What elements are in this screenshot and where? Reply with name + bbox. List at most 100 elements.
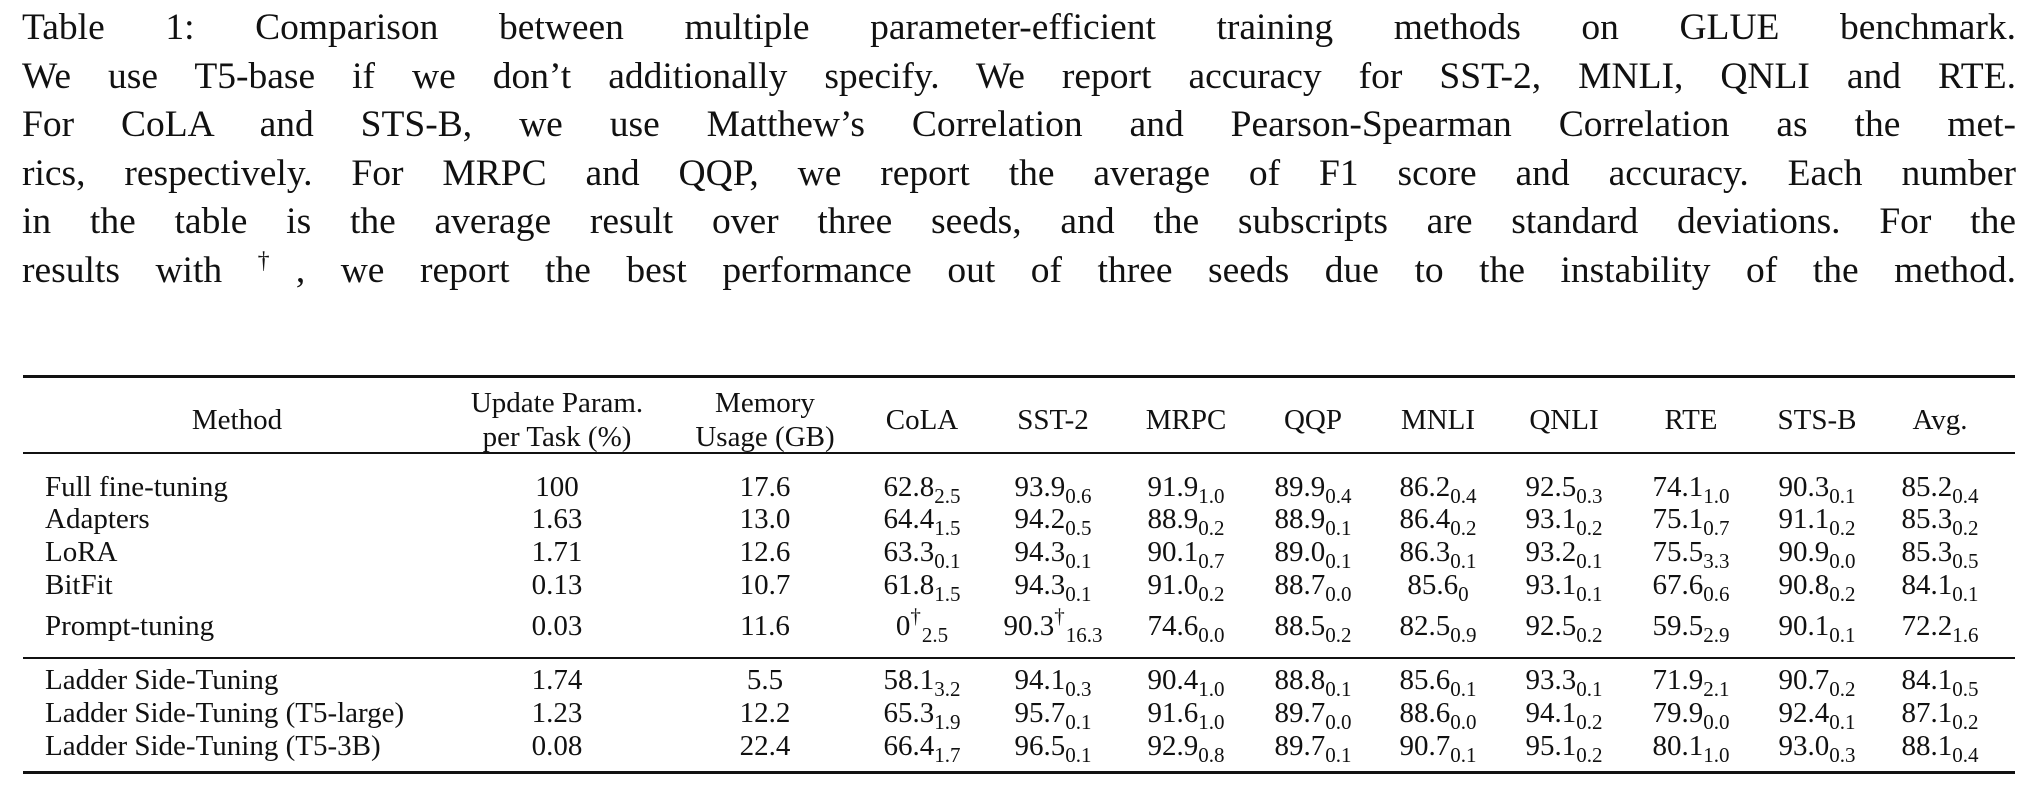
column-header: CoLA [886,403,959,437]
score-value: 84.1 [1901,664,1953,696]
score-value: 59.5 [1652,610,1704,642]
std-dev: 3.3 [1703,549,1730,573]
score-cell: 91.10.2 [1779,503,1856,539]
std-dev: 0.2 [1198,582,1225,606]
std-dev: 1.5 [934,516,961,540]
score-value: 74.1 [1652,471,1704,503]
score-cell: 89.70.0 [1274,697,1352,733]
score-cell: 93.10.2 [1526,503,1603,539]
score-value: 71.9 [1652,664,1704,696]
caption-line: We use T5-base if we don’t additionally … [22,55,2016,97]
memory-usage-value: 5.5 [746,664,784,696]
score-value: 90.3 [1778,471,1830,503]
score-cell: 88.90.2 [1148,503,1225,539]
std-dev: 0.2 [1576,516,1603,540]
score-value: 85.6 [1399,664,1451,696]
score-cell: 93.20.1 [1526,536,1603,572]
score-cell: 75.53.3 [1652,536,1730,572]
std-dev: 0.9 [1450,623,1477,647]
caption-line: Table 1: Comparison between multiple par… [22,7,2016,48]
std-dev: 0.6 [1703,582,1730,606]
method-name: Ladder Side-Tuning (T5-3B) [45,730,381,762]
score-cell: 90.41.0 [1148,664,1225,700]
update-param-value: 100 [535,471,579,503]
std-dev: 0.2 [1829,516,1856,540]
std-dev: 0.0 [1198,623,1225,647]
header-line: RTE [1664,404,1718,436]
score-value: 74.6 [1147,610,1199,642]
score-value: 90.1 [1147,536,1199,568]
score-value: 86.4 [1399,503,1451,535]
column-header: RTE [1664,403,1717,437]
method-name: Prompt-tuning [45,610,215,642]
std-dev: 0.0 [1450,710,1477,734]
score-value: 93.0 [1778,730,1830,762]
score-cell: 85.30.5 [1902,536,1979,572]
method-name: Full fine-tuning [45,471,228,503]
score-value: 61.8 [883,569,935,601]
std-dev: 0.1 [1325,549,1352,573]
score-cell: 0†2.5 [895,606,948,646]
column-header: QQP [1284,403,1342,437]
score-value: 75.5 [1652,536,1704,568]
score-cell: 93.30.1 [1526,664,1603,700]
score-value: 85.2 [1901,471,1953,503]
caption-line: in the table is the average result over … [22,201,2016,242]
score-cell: 88.90.1 [1274,503,1352,539]
score-value: 84.1 [1901,569,1953,601]
update-param-value: 0.13 [531,569,583,601]
score-value: 89.7 [1274,697,1326,729]
score-cell: 90.10.7 [1147,536,1225,572]
score-cell: 74.11.0 [1652,471,1730,507]
std-dev: 1.0 [1703,743,1730,767]
memory-usage-value: 13.0 [739,503,791,535]
score-cell: 94.30.1 [1015,569,1092,605]
score-cell: 62.82.5 [884,471,961,507]
std-dev: 1.9 [934,710,961,734]
caption-line: results with †, we report the best perfo… [22,247,2016,296]
score-value: 88.8 [1274,664,1326,696]
score-cell: 82.50.9 [1400,610,1477,646]
score-value: 86.2 [1399,471,1451,503]
score-cell: 95.70.1 [1015,697,1092,733]
score-value: 75.1 [1652,503,1704,535]
std-dev: 2.9 [1703,623,1730,647]
std-dev: 0.5 [1952,549,1979,573]
dagger-mark: † [1054,604,1065,628]
score-cell: 71.92.1 [1652,664,1730,700]
score-cell: 93.90.6 [1015,471,1092,507]
std-dev: 3.2 [934,677,961,701]
score-cell: 80.11.0 [1653,730,1730,766]
std-dev: 0.1 [1576,582,1603,606]
score-cell: 88.80.1 [1274,664,1352,700]
update-param-value: 1.71 [531,536,583,568]
std-dev: 0.2 [1325,623,1352,647]
score-value: 92.9 [1147,730,1199,762]
memory-usage-value: 17.6 [739,471,791,503]
score-cell: 92.50.2 [1526,610,1603,646]
column-header: QNLI [1529,403,1598,437]
method-name: Ladder Side-Tuning (T5-large) [45,697,405,729]
score-value: 63.3 [883,536,935,568]
std-dev: 2.1 [1703,677,1730,701]
score-value: 0 [895,610,911,642]
std-dev: 0.1 [1576,677,1603,701]
std-dev: 0.4 [1325,484,1352,508]
std-dev: 0.1 [1952,582,1979,606]
header-line: Avg. [1912,404,1968,436]
score-value: 88.9 [1274,503,1326,535]
header-line: per Task (%) [482,421,632,453]
score-cell: 66.41.7 [884,730,961,766]
std-dev: 0.1 [1576,549,1603,573]
score-cell: 64.41.5 [884,503,961,539]
column-header: SST-2 [1017,403,1088,437]
score-cell: 59.52.9 [1652,610,1730,646]
score-cell: 67.60.6 [1653,569,1730,605]
std-dev: 0.5 [1065,516,1092,540]
score-cell: 91.91.0 [1148,471,1225,507]
score-cell: 90.70.1 [1400,730,1477,766]
std-dev: 0.4 [1952,743,1979,767]
header-line: Method [191,404,283,436]
std-dev: 0.3 [1576,484,1603,508]
score-cell: 94.20.5 [1015,503,1092,539]
